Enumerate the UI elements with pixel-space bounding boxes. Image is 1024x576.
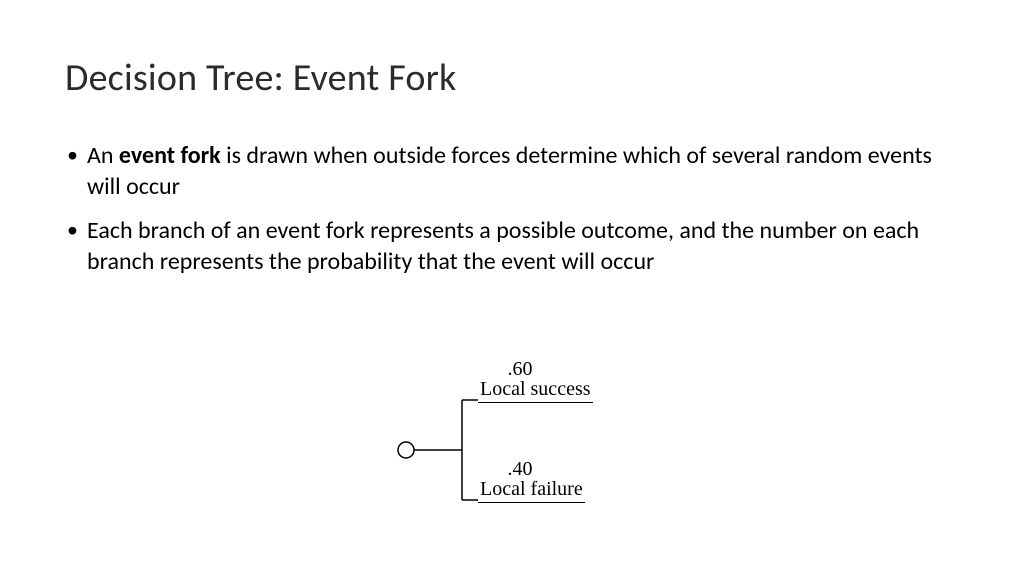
- slide: Decision Tree: Event Fork An event fork …: [0, 0, 1024, 576]
- chance-node-icon: [398, 442, 414, 458]
- top-branch-label: Local success: [478, 378, 593, 403]
- bottom-branch-label: Local failure: [478, 478, 585, 503]
- bullet-1-bold: event fork: [119, 141, 221, 170]
- event-fork-diagram: .60 Local success .40 Local failure: [390, 360, 690, 560]
- bullet-1: An event fork is drawn when outside forc…: [65, 141, 959, 202]
- slide-title: Decision Tree: Event Fork: [65, 55, 959, 101]
- bullet-list: An event fork is drawn when outside forc…: [65, 141, 959, 278]
- bullet-1-pre: An: [87, 141, 119, 170]
- bullet-2: Each branch of an event fork represents …: [65, 216, 959, 277]
